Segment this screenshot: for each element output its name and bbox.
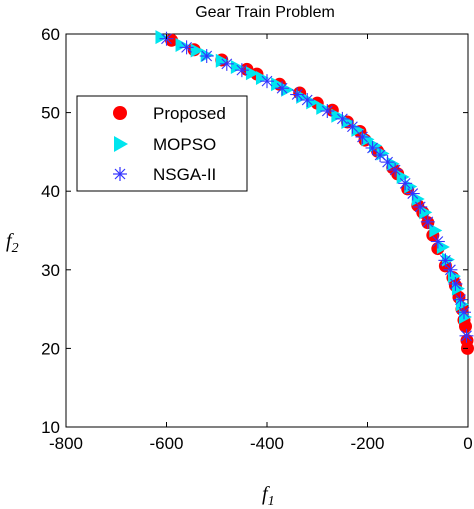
plot-area: -800 -600 -400 -200 0 10 20 30 40 50 60: [41, 25, 474, 453]
point-nsga-ii: [260, 74, 274, 89]
point-nsga-ii: [219, 56, 234, 71]
legend-marker-proposed: [113, 106, 127, 120]
point-mopso: [255, 71, 269, 86]
point-nsga-ii: [453, 292, 468, 307]
legend-item-mopso: MOPSO: [114, 135, 216, 154]
legend-box: [76, 95, 248, 192]
point-nsga-ii: [413, 199, 428, 214]
point-nsga-ii: [320, 104, 335, 119]
point-nsga-ii: [430, 234, 445, 249]
point-nsga-ii: [443, 262, 458, 277]
point-nsga-ii: [335, 111, 350, 126]
plot-frame: [65, 33, 469, 428]
point-nsga-ii: [373, 148, 388, 163]
y-tick-label: 40: [41, 182, 60, 201]
x-axis-label-sub: 1: [268, 494, 275, 509]
point-nsga-ii: [365, 140, 380, 155]
y-tick-label: 10: [41, 418, 60, 437]
x-axis-label: f1: [262, 483, 275, 509]
x-axis-label-main: f: [262, 483, 270, 505]
point-nsga-ii: [234, 63, 249, 78]
point-nsga-ii: [456, 305, 471, 320]
point-mopso: [245, 66, 259, 81]
x-tick-label: -400: [250, 434, 284, 453]
y-axis-label: f2: [6, 230, 19, 256]
point-nsga-ii: [420, 214, 435, 229]
legend: Proposed MOPSO NSGA-II: [76, 95, 248, 192]
point-mopso: [155, 30, 169, 45]
y-tick-label: 30: [41, 261, 60, 280]
point-mopso: [361, 132, 375, 147]
y-tick-label: 20: [41, 339, 60, 358]
point-nsga-ii: [448, 276, 463, 291]
legend-item-proposed: Proposed: [113, 104, 226, 123]
chart-title: Gear Train Problem: [195, 4, 335, 21]
legend-label-proposed: Proposed: [153, 104, 226, 123]
point-nsga-ii: [398, 176, 413, 191]
legend-marker-mopso: [114, 136, 128, 152]
point-mopso: [215, 53, 229, 68]
y-tick-label: 60: [41, 25, 60, 44]
point-nsga-ii: [345, 119, 360, 134]
x-tick-label: 0: [463, 434, 472, 453]
y-axis-label-sub: 2: [12, 241, 19, 256]
y-tick-label: 50: [41, 104, 60, 123]
point-mopso: [306, 95, 320, 110]
legend-item-nsga-ii: NSGA-II: [113, 165, 216, 184]
marks-layer: [155, 30, 474, 355]
point-mopso: [175, 38, 189, 53]
point-mopso: [316, 100, 330, 115]
x-tick-label: -800: [49, 434, 83, 453]
point-mopso: [331, 108, 345, 123]
point-proposed: [452, 290, 466, 304]
point-mopso: [296, 89, 310, 104]
point-proposed: [458, 319, 472, 333]
ticks-layer: -800 -600 -400 -200 0 10 20 30 40 50 60: [41, 25, 473, 453]
legend-label-nsga-ii: NSGA-II: [153, 165, 216, 184]
y-axis-label-main: f: [6, 230, 14, 252]
legend-marker-nsga-ii: [113, 167, 127, 181]
point-nsga-ii: [300, 93, 315, 108]
point-nsga-ii: [459, 328, 474, 343]
point-nsga-ii: [355, 129, 370, 144]
point-mopso: [230, 60, 244, 75]
point-nsga-ii: [290, 87, 305, 102]
point-nsga-ii: [405, 186, 420, 201]
point-nsga-ii: [179, 40, 194, 55]
point-nsga-ii: [388, 162, 403, 177]
point-mopso: [190, 43, 204, 58]
point-nsga-ii: [199, 49, 214, 64]
x-tick-label: -600: [149, 434, 183, 453]
point-mopso: [396, 170, 410, 185]
x-tick-label: -200: [350, 434, 384, 453]
point-nsga-ii: [275, 81, 290, 96]
legend-label-mopso: MOPSO: [153, 135, 216, 154]
